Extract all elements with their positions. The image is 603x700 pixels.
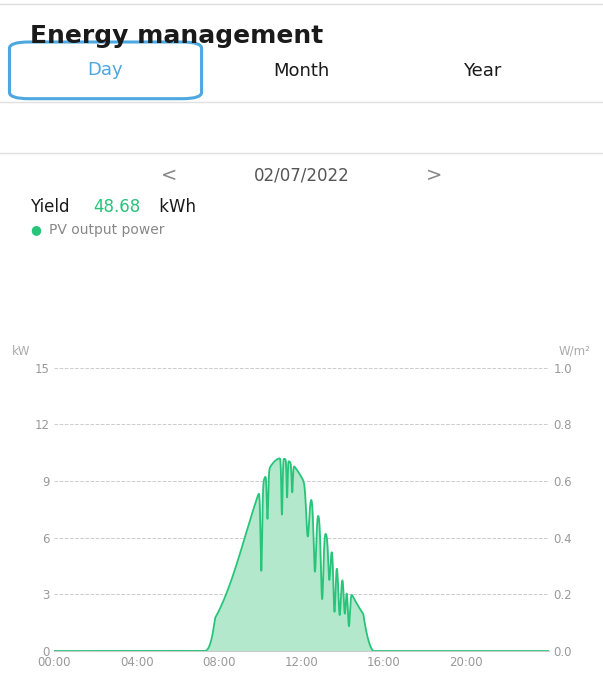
Text: Energy management: Energy management — [30, 25, 323, 48]
Text: W/m²: W/m² — [559, 344, 591, 358]
Text: Year: Year — [463, 62, 502, 80]
Text: PV output power: PV output power — [49, 223, 165, 237]
Text: kWh: kWh — [154, 197, 196, 216]
Text: 48.68: 48.68 — [93, 197, 140, 216]
Text: <: < — [160, 165, 177, 185]
FancyBboxPatch shape — [10, 42, 201, 99]
Text: Month: Month — [273, 62, 330, 80]
Text: Yield: Yield — [30, 197, 75, 216]
Text: ●: ● — [30, 223, 41, 236]
Text: 02/07/2022: 02/07/2022 — [254, 166, 349, 184]
Text: >: > — [426, 165, 443, 185]
Text: kW: kW — [12, 344, 31, 358]
Text: Day: Day — [87, 62, 124, 79]
